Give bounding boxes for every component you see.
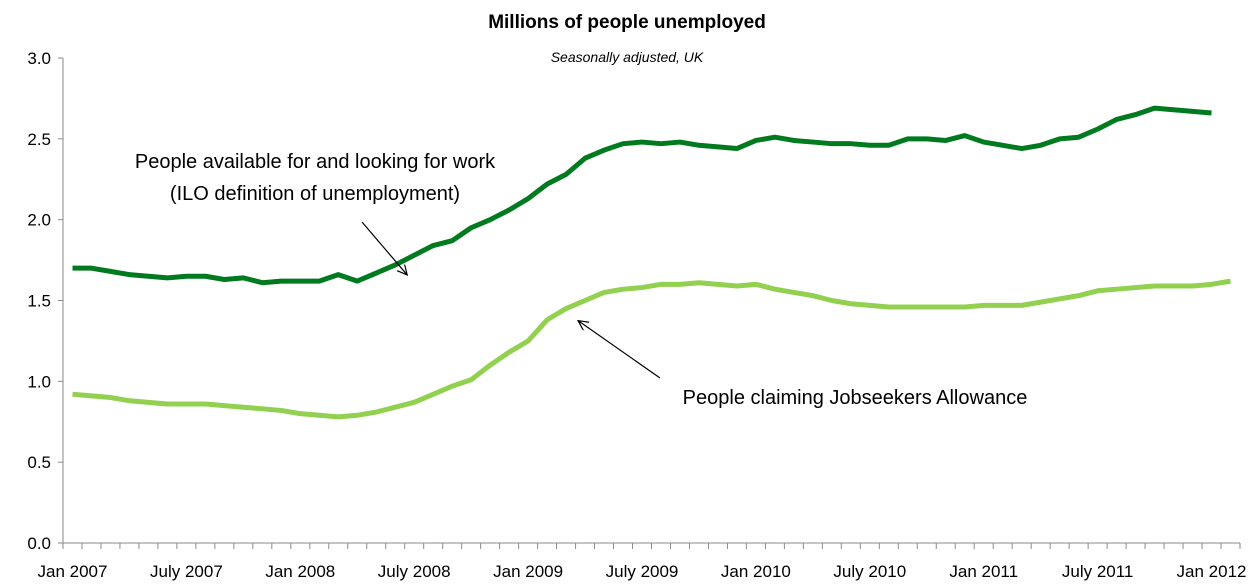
- y-tick-label: 3.0: [27, 49, 51, 68]
- y-tick-label: 2.0: [27, 211, 51, 230]
- axes: 0.0 0.5 1.0 1.5 2.0 2.5 3.0 Jan 2007 July 2007 Ja…: [27, 49, 1246, 581]
- series-line-2: [72, 278, 1231, 420]
- annotation-layer: People available for and looking for wor…: [135, 151, 1027, 409]
- annotation-ilo-text: People available for and looking for wor…: [135, 151, 496, 173]
- x-tick-label: July 2008: [378, 562, 451, 581]
- series-layer: [72, 105, 1231, 420]
- y-tick-label: 0.0: [27, 534, 51, 553]
- x-tick-label: July 2010: [833, 562, 906, 581]
- annotation-ilo-arrow: [361, 221, 407, 275]
- series-line-1: [72, 105, 1212, 286]
- x-tick-label: Jan 2008: [265, 562, 335, 581]
- x-tick-label: July 2007: [150, 562, 223, 581]
- y-tick-label: 1.5: [27, 292, 51, 311]
- x-tick-label: Jan 2011: [949, 562, 1018, 581]
- annotation-ilo-text: (ILO definition of unemployment): [170, 183, 460, 205]
- chart-title: Millions of people unemployed: [488, 12, 766, 33]
- y-tick-label: 2.5: [27, 130, 51, 149]
- y-tick-label: 1.0: [27, 372, 51, 391]
- y-tick-label: 0.5: [27, 453, 51, 472]
- x-tick-label: Jan 2007: [38, 562, 108, 581]
- annotation-jsa-text: People claiming Jobseekers Allowance: [683, 387, 1028, 409]
- x-tick-label: Jan 2010: [721, 562, 791, 581]
- chart-subtitle: Seasonally adjusted, UK: [551, 49, 704, 65]
- annotation-jsa-arrow: [578, 321, 661, 379]
- x-tick-label: Jan 2009: [493, 562, 563, 581]
- x-tick-label: July 2011: [1062, 562, 1134, 581]
- x-tick-label: July 2009: [606, 562, 679, 581]
- x-tick-label: Jan 2012: [1177, 562, 1247, 581]
